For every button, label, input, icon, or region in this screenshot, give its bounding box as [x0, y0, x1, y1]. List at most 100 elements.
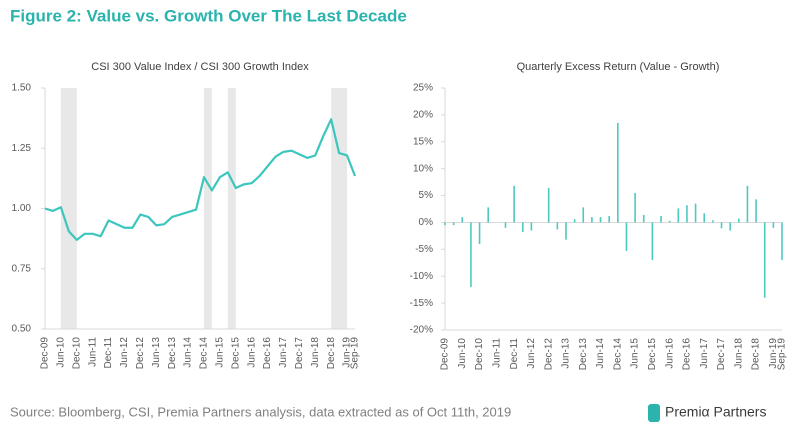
x-tick-label: Jun-19: [342, 337, 353, 368]
bar: [772, 222, 775, 228]
line-series: [44, 118, 357, 241]
chart-title: CSI 300 Value Index / CSI 300 Growth Ind…: [91, 61, 309, 73]
y-tick-label: -20%: [410, 325, 433, 336]
bar: [573, 219, 576, 223]
y-tick-label: 1.00: [12, 203, 32, 214]
logo: Premiα Partners: [648, 404, 766, 422]
x-tick-label: Jun-12: [526, 338, 537, 369]
bar: [617, 122, 619, 223]
x-tick-label: Dec-13: [167, 337, 178, 370]
x-tick-label: Dec-11: [103, 337, 114, 369]
x-tick-label: Jun-17: [278, 337, 289, 368]
x-tick-label: Dec-15: [647, 338, 658, 371]
bar: [504, 222, 507, 228]
bar: [547, 188, 550, 223]
x-tick-label: Dec-15: [230, 337, 241, 370]
y-tick-label: 0.50: [12, 324, 32, 335]
bar: [677, 208, 680, 223]
x-tick-label: Jun-15: [630, 338, 641, 369]
bar: [608, 215, 610, 223]
x-tick-label: Jun-11: [87, 337, 98, 367]
x-tick-label: Jun-15: [215, 337, 226, 368]
x-tick-label: Jun-17: [699, 338, 710, 369]
x-tick-label: Jun-13: [561, 338, 572, 369]
x-tick-label: Dec-10: [474, 338, 485, 371]
x-tick-label: Dec-10: [71, 337, 82, 370]
x-tick-label: Jun-16: [246, 337, 257, 368]
y-tick-label: 1.25: [12, 143, 32, 154]
figure-title: Figure 2: Value vs. Growth Over The Last…: [10, 6, 407, 25]
bar: [556, 222, 559, 230]
bar: [686, 205, 688, 223]
x-tick-label: Dec-17: [294, 337, 305, 370]
y-tick-label: 20%: [413, 110, 433, 121]
bar: [781, 222, 783, 261]
y-tick-label: 0.75: [12, 263, 32, 274]
chart: CSI 300 Value Index / CSI 300 Growth Ind…: [12, 61, 361, 369]
recession-shade: [227, 88, 236, 329]
bar: [755, 199, 757, 223]
x-tick-label: Dec-09: [40, 337, 51, 370]
bar: [712, 220, 714, 223]
x-tick-label: Jun-16: [664, 338, 675, 369]
x-tick-label: Jun-18: [310, 337, 321, 368]
recession-shade: [203, 88, 212, 329]
bar: [487, 207, 490, 223]
x-tick-label: Dec-12: [543, 338, 554, 371]
bar: [591, 217, 593, 223]
bar: [478, 222, 481, 244]
bar: [625, 222, 628, 251]
y-tick-label: -5%: [415, 244, 433, 255]
x-tick-label: Sep-19: [350, 337, 361, 370]
bar: [668, 220, 671, 223]
x-tick-label: Dec-12: [135, 337, 146, 370]
y-tick-label: -15%: [410, 298, 433, 309]
bar: [720, 222, 723, 229]
bar: [513, 185, 515, 223]
x-tick-label: Jun-11: [491, 338, 502, 368]
y-tick-label: 10%: [413, 163, 433, 174]
y-tick-label: -10%: [410, 271, 433, 282]
bar: [642, 214, 645, 223]
bar: [452, 222, 455, 226]
recession-shade: [60, 88, 77, 329]
y-tick-label: 15%: [413, 136, 433, 147]
bar: [582, 207, 585, 223]
x-tick-label: Jun-10: [457, 338, 468, 369]
bar: [746, 185, 749, 223]
bar: [470, 222, 472, 287]
x-tick-label: Jun-19: [768, 338, 779, 369]
x-tick-label: Sep-19: [777, 338, 788, 371]
chart: Quarterly Excess Return (Value - Growth)…: [410, 61, 788, 370]
bar: [729, 222, 731, 231]
x-tick-label: Dec-09: [440, 338, 451, 371]
x-tick-label: Dec-14: [199, 337, 210, 370]
x-tick-label: Dec-17: [716, 338, 727, 371]
x-tick-label: Jun-12: [119, 337, 130, 368]
chart-title: Quarterly Excess Return (Value - Growth): [517, 61, 720, 73]
logo-icon: [648, 404, 660, 422]
x-tick-label: Dec-11: [509, 338, 520, 370]
x-tick-label: Jun-13: [151, 337, 162, 368]
x-tick-label: Dec-16: [262, 337, 273, 370]
x-tick-label: Dec-14: [612, 338, 623, 371]
bar: [521, 222, 524, 233]
x-tick-label: Jun-14: [595, 338, 606, 369]
bar: [634, 192, 636, 223]
recession-shade: [331, 88, 348, 329]
bar: [703, 213, 706, 223]
x-tick-label: Dec-16: [682, 338, 693, 371]
bar: [660, 215, 662, 223]
source-note: Source: Bloomberg, CSI, Premia Partners …: [10, 404, 511, 419]
bar: [565, 222, 567, 240]
x-tick-label: Jun-14: [183, 337, 194, 368]
logo-text: Premiα Partners: [665, 404, 766, 420]
bar: [763, 222, 766, 298]
x-tick-label: Dec-18: [751, 338, 762, 371]
x-tick-label: Dec-13: [578, 338, 589, 371]
y-tick-label: 5%: [419, 190, 434, 201]
bar: [530, 222, 533, 231]
bar: [737, 218, 740, 223]
bar: [444, 222, 446, 226]
